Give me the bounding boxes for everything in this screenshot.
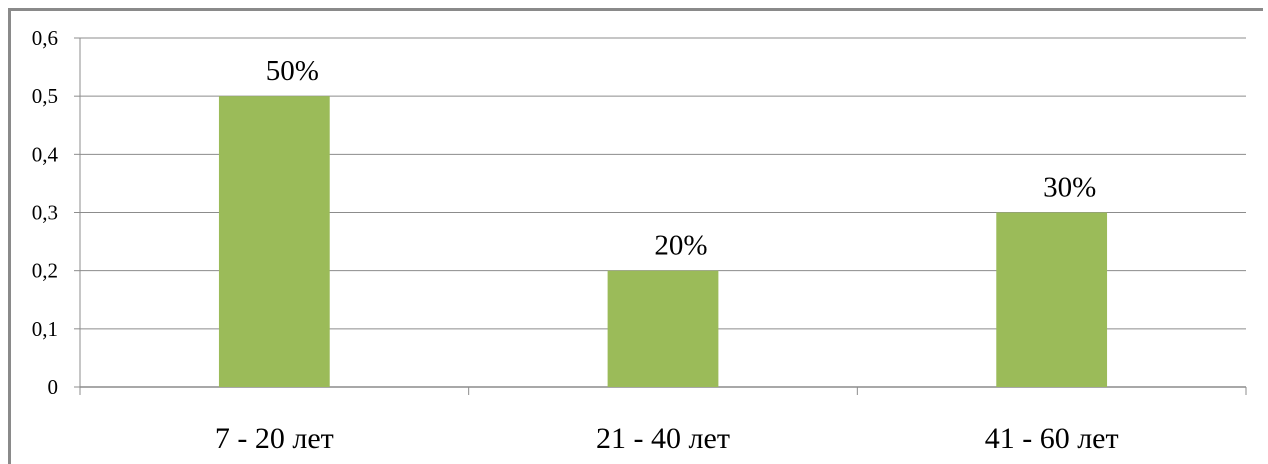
y-tick-label: 0 [48, 375, 59, 399]
y-tick-label: 0,2 [32, 259, 58, 283]
y-tick-label: 0,4 [32, 142, 59, 166]
data-label: 30% [1043, 172, 1096, 204]
y-tick-label: 0,5 [32, 84, 58, 108]
category-label: 7 - 20 лет [215, 422, 334, 455]
bar [996, 212, 1108, 387]
y-tick-label: 0,3 [32, 201, 58, 225]
bar [607, 270, 719, 387]
y-tick-label: 0,1 [32, 317, 58, 341]
category-label: 41 - 60 лет [985, 422, 1119, 455]
data-label: 50% [266, 55, 319, 87]
bar [218, 96, 330, 388]
data-label: 20% [654, 230, 707, 262]
chart-frame [8, 8, 1263, 464]
y-tick-label: 0,6 [32, 26, 58, 50]
category-label: 21 - 40 лет [596, 422, 730, 455]
